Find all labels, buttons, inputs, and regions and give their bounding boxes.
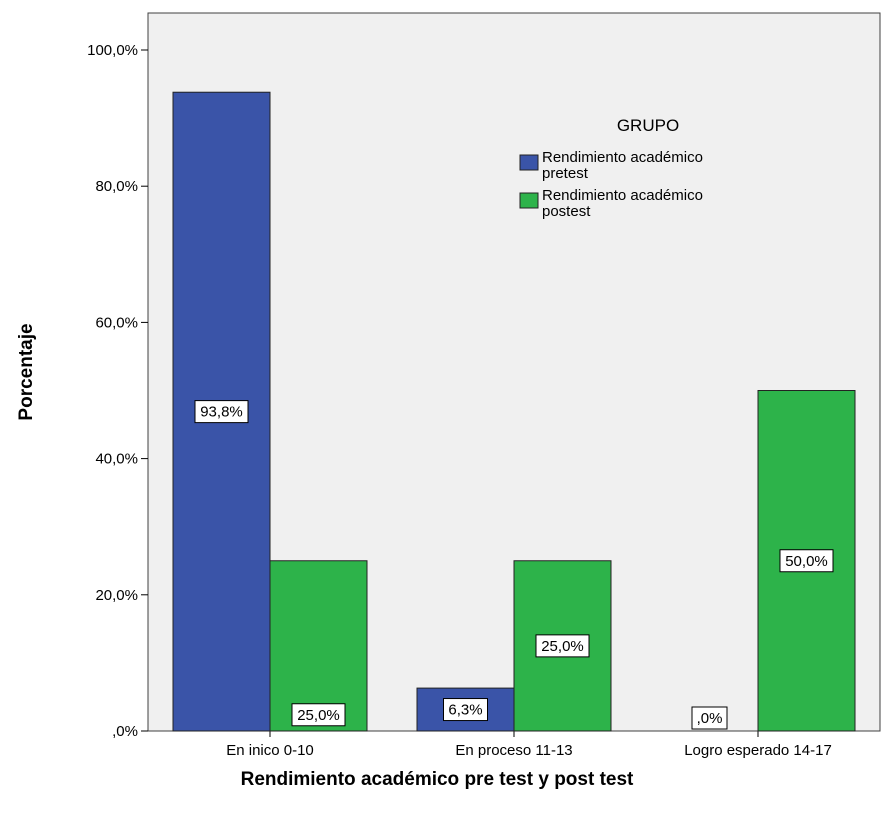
bar	[416, 687, 515, 732]
y-tick-label: 20,0%	[95, 587, 138, 604]
legend: GRUPO Rendimiento académicopretestRendim…	[519, 116, 703, 220]
x-tick-label: En inico 0-10	[226, 742, 314, 759]
legend-label: pretest	[542, 165, 589, 182]
data-label: 25,0%	[541, 638, 584, 655]
x-axis: En inico 0-10 En proceso 11-13 Logro esper…	[226, 731, 832, 759]
legend-swatch	[519, 192, 539, 209]
legend-label: Rendimiento académico	[542, 187, 703, 204]
y-tick-label: 80,0%	[95, 178, 138, 195]
legend-label: postest	[542, 203, 591, 220]
y-axis-title: Porcentaje	[16, 323, 37, 420]
data-label: 93,8%	[200, 404, 243, 421]
y-tick-label: ,0%	[112, 723, 138, 740]
y-axis: ,0% 20,0% 40,0% 60,0% 80,0% 100,0%	[87, 42, 148, 740]
data-label: ,0%	[697, 710, 723, 727]
data-label-box	[535, 634, 590, 658]
x-axis-title: Rendimiento académico pre test y post te…	[241, 769, 634, 790]
data-label: 50,0%	[785, 553, 828, 570]
data-label-box	[443, 698, 488, 722]
legend-swatch	[519, 154, 539, 171]
legend-items: Rendimiento académicopretestRendimiento …	[519, 149, 703, 220]
data-label-box	[291, 703, 346, 727]
data-label-box	[779, 549, 834, 573]
legend-label: Rendimiento académico	[542, 149, 703, 166]
data-label-box	[194, 400, 249, 424]
data-label-box	[691, 706, 728, 730]
y-tick-label: 40,0%	[95, 451, 138, 468]
x-tick-label: En proceso 11-13	[455, 742, 572, 759]
bar	[513, 560, 612, 732]
y-tick-label: 100,0%	[87, 42, 138, 59]
data-labels: 93,8% 6,3% ,0% 25,0% 25,0% 50,0%	[194, 400, 834, 730]
data-label: 25,0%	[297, 707, 340, 724]
x-tick-label: Logro esperado 14-17	[684, 742, 832, 759]
bar	[269, 560, 368, 732]
legend-title: GRUPO	[617, 116, 679, 135]
y-tick-label: 60,0%	[95, 314, 138, 331]
data-label: 6,3%	[448, 702, 482, 719]
